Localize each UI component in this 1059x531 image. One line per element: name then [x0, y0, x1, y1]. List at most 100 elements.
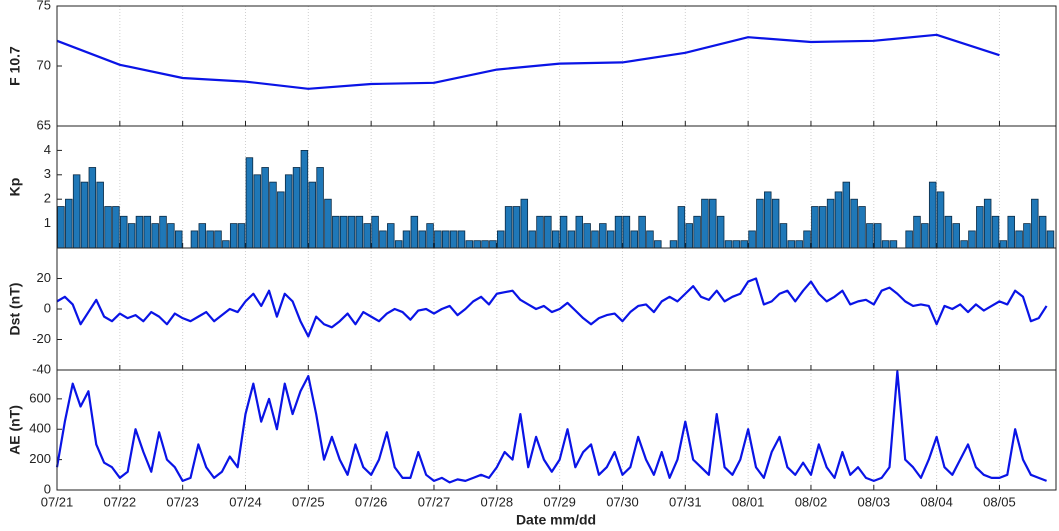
bar: [826, 198, 835, 249]
panel-frame: [56, 247, 1057, 371]
y-axis-label: Dst (nT): [7, 283, 23, 336]
bar: [764, 191, 772, 249]
bar: [551, 230, 560, 249]
bar: [324, 198, 332, 249]
bar: [701, 198, 709, 249]
x-tick-label: 08/01: [732, 494, 765, 509]
bar: [936, 191, 945, 249]
bar: [174, 230, 183, 249]
bar: [261, 167, 269, 249]
data-line: [56, 33, 1000, 90]
bar: [748, 230, 756, 249]
bar: [57, 206, 65, 249]
bar: [489, 240, 497, 249]
bar: [756, 198, 764, 249]
x-tick-label: 07/25: [292, 494, 325, 509]
bar: [646, 230, 654, 249]
bar: [135, 215, 144, 249]
bar: [567, 230, 576, 249]
bar: [300, 149, 309, 249]
bar: [449, 230, 458, 249]
bar: [724, 240, 733, 249]
y-tick-label: -40: [32, 361, 51, 376]
bar: [347, 215, 356, 249]
data-line: [56, 277, 1048, 338]
y-tick-label: 600: [29, 390, 51, 405]
bar: [732, 240, 741, 249]
bar: [599, 223, 607, 249]
bar: [332, 215, 340, 249]
x-tick-label: 07/23: [166, 494, 199, 509]
x-tick-label: 07/26: [355, 494, 388, 509]
bar: [771, 198, 780, 249]
x-tick-label: 08/05: [983, 494, 1016, 509]
bar: [606, 230, 615, 249]
bar: [536, 215, 544, 249]
y-tick-label: 20: [37, 270, 51, 285]
bar: [316, 167, 324, 249]
bar: [434, 230, 442, 249]
bar: [371, 215, 379, 249]
bar: [559, 215, 568, 249]
bar: [481, 240, 489, 249]
bar: [983, 198, 992, 249]
y-axis-label: F 10.7: [7, 46, 23, 86]
bar: [677, 206, 686, 249]
y-tick-label: 65: [37, 117, 51, 132]
bar: [787, 240, 796, 249]
bar: [803, 230, 811, 249]
data-line: [55, 370, 1047, 484]
bar: [638, 215, 646, 249]
bar: [858, 206, 866, 249]
bar: [72, 174, 81, 249]
x-tick-label: 07/21: [41, 494, 74, 509]
x-tick-label: 08/02: [795, 494, 828, 509]
bar: [151, 223, 159, 249]
x-tick-label: 07/31: [669, 494, 702, 509]
bar: [960, 240, 968, 249]
bar: [214, 230, 222, 249]
y-tick-label: 200: [29, 451, 51, 466]
y-tick-label: 70: [37, 57, 51, 72]
bar: [976, 206, 984, 249]
bar: [889, 240, 898, 249]
bar: [999, 240, 1008, 249]
bar: [952, 223, 960, 249]
bar: [716, 215, 725, 249]
bar: [968, 230, 976, 249]
y-tick-label: 0: [44, 300, 51, 315]
y-tick-label: -20: [32, 331, 51, 346]
y-tick-label: 3: [44, 166, 51, 181]
bar: [277, 191, 285, 249]
bar: [669, 240, 678, 249]
bar: [1046, 230, 1055, 249]
bar: [520, 198, 529, 249]
bar: [654, 240, 662, 249]
bar: [709, 198, 717, 249]
bar: [410, 215, 419, 249]
bar: [921, 223, 929, 249]
bar: [1007, 215, 1015, 249]
bar: [96, 181, 104, 249]
y-axis-label: AE (nT): [7, 405, 23, 455]
x-tick-label: 08/03: [858, 494, 891, 509]
bar: [104, 206, 112, 249]
bar: [292, 167, 301, 249]
bar: [65, 198, 73, 249]
bar: [1031, 198, 1039, 249]
bar: [873, 223, 882, 249]
bar: [269, 181, 277, 249]
x-axis-label: Date mm/dd: [516, 512, 596, 528]
bar: [387, 223, 395, 249]
bar: [850, 198, 858, 249]
bar: [614, 215, 623, 249]
bar: [198, 223, 207, 249]
bar: [575, 215, 584, 249]
bar: [394, 240, 403, 249]
bar: [457, 230, 466, 249]
bar: [308, 181, 316, 249]
bar: [426, 223, 434, 249]
bar: [881, 240, 890, 249]
